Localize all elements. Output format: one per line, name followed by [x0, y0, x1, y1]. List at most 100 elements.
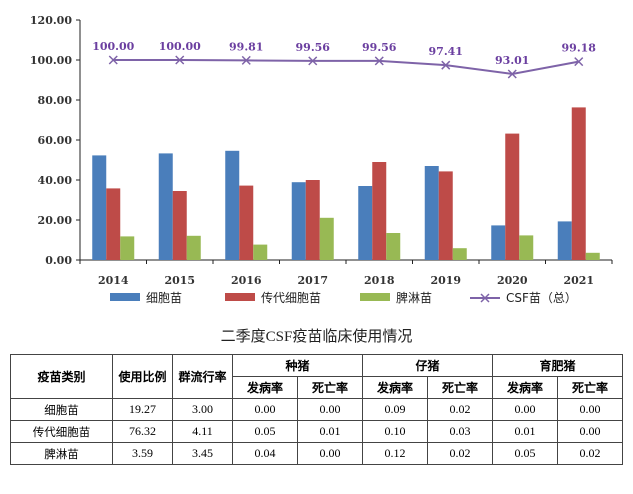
x-tick-label: 2015	[164, 274, 195, 287]
cell: 0.05	[232, 420, 298, 443]
cell: 19.27	[112, 398, 173, 421]
table-title: 二季度CSF疫苗临床使用情况	[220, 329, 413, 345]
bar-3	[519, 235, 534, 260]
x-tick-label: 2019	[430, 274, 461, 287]
bar-1	[158, 153, 173, 260]
cell: 0.00	[557, 420, 624, 443]
cell: 0.12	[362, 442, 429, 465]
line-point-marker	[108, 55, 118, 65]
legend-swatch	[110, 293, 140, 301]
cell: 0.02	[427, 398, 494, 421]
cell: 0.02	[427, 442, 494, 465]
bar-1	[225, 150, 240, 260]
bar-2	[305, 180, 320, 260]
data-label: 97.41	[429, 45, 463, 58]
data-label: 99.81	[229, 40, 263, 53]
table-row: 细胞苗 19.27 3.00 0.00 0.00 0.09 0.02 0.00 …	[10, 398, 624, 421]
legend-label: 传代细胞苗	[261, 290, 321, 305]
cell: 0.00	[232, 398, 298, 421]
line-point-marker	[374, 56, 384, 66]
y-tick-label: 120.00	[30, 14, 72, 27]
cell: 0.00	[557, 398, 624, 421]
cell: 0.01	[296, 420, 364, 443]
cell: 0.01	[492, 420, 559, 443]
cell: 0.05	[492, 442, 559, 465]
cell: 0.04	[232, 442, 298, 465]
bar-3	[319, 217, 334, 260]
header-morbidity: 发病率	[232, 376, 298, 399]
legend-label: 脾淋苗	[396, 290, 432, 305]
data-label: 93.01	[495, 54, 529, 67]
y-tick-label: 60.00	[38, 134, 73, 147]
legend-marker	[480, 293, 490, 303]
legend-swatch	[225, 293, 255, 301]
csf-total-line	[113, 59, 579, 75]
data-table: 疫苗类别 使用比例 群流行率 种猪 仔猪 育肥猪 发病率 死亡率 发病率 死亡率…	[10, 354, 624, 465]
bar-1	[92, 155, 107, 260]
bar-3	[386, 233, 401, 260]
x-tick-label: 2016	[231, 274, 262, 287]
header-mortality: 死亡率	[296, 376, 364, 399]
data-label: 99.56	[296, 41, 331, 54]
header-morbidity: 发病率	[492, 376, 559, 399]
header-vaccine-type: 疫苗类别	[10, 354, 113, 399]
y-tick-label: 80.00	[38, 94, 73, 107]
line-point-marker	[441, 60, 451, 70]
bar-1	[358, 186, 373, 260]
cell: 3.59	[112, 442, 173, 465]
cell: 0.03	[427, 420, 494, 443]
header-mortality: 死亡率	[557, 376, 624, 399]
bar-2	[571, 107, 586, 261]
y-tick-label: 20.00	[38, 214, 73, 227]
header-group-piglets: 仔猪	[362, 354, 494, 377]
bar-1	[424, 166, 439, 260]
header-group-finishers: 育肥猪	[492, 354, 624, 377]
chart: 0.00 20.00 40.00 60.00 80.00 100.00 120.00 2014…	[30, 14, 613, 305]
cell: 0.09	[362, 398, 429, 421]
bar-1	[557, 221, 572, 260]
cell: 3.45	[172, 442, 233, 465]
bar-2	[239, 185, 254, 260]
bar-3	[585, 252, 600, 260]
data-label: 100.00	[159, 40, 201, 53]
row-name: 传代细胞苗	[10, 420, 113, 443]
cell: 4.11	[172, 420, 233, 443]
line-point-marker	[574, 57, 584, 67]
data-label: 100.00	[92, 40, 134, 53]
header-usage-ratio: 使用比例	[112, 354, 173, 399]
y-tick-label: 0.00	[45, 254, 72, 267]
bar-2	[438, 171, 453, 260]
table-row: 脾淋苗 3.59 3.45 0.04 0.00 0.12 0.02 0.05 0…	[10, 442, 624, 465]
bar-3	[186, 235, 201, 260]
legend-swatch	[360, 293, 390, 301]
y-tick-label: 40.00	[38, 174, 73, 187]
cell: 0.10	[362, 420, 429, 443]
bar-2	[106, 188, 121, 260]
y-tick-label: 100.00	[30, 54, 72, 67]
header-group-sows: 种猪	[231, 354, 364, 377]
cell: 0.02	[557, 442, 624, 465]
line-point-marker	[507, 69, 517, 79]
row-name: 细胞苗	[10, 398, 113, 421]
bar-1	[291, 182, 306, 260]
bar-2	[172, 191, 187, 260]
data-label: 99.18	[562, 42, 597, 55]
table-header-row: 疫苗类别 使用比例 群流行率 种猪 仔猪 育肥猪	[10, 354, 624, 399]
header-morbidity: 发病率	[362, 376, 429, 399]
line-point-marker	[241, 55, 251, 65]
header-mortality: 死亡率	[427, 376, 494, 399]
cell: 3.00	[172, 398, 233, 421]
bar-3	[253, 244, 268, 260]
cell: 0.00	[296, 442, 364, 465]
x-tick-label: 2017	[297, 274, 328, 287]
row-name: 脾淋苗	[10, 442, 113, 465]
x-tick-label: 2018	[364, 274, 395, 287]
bar-2	[505, 133, 520, 260]
legend-label: 细胞苗	[146, 291, 182, 305]
bar-3	[120, 236, 135, 260]
cell: 0.00	[492, 398, 559, 421]
legend-label: CSF苗（总）	[506, 291, 577, 305]
table-row: 传代细胞苗 76.32 4.11 0.05 0.01 0.10 0.03 0.0…	[10, 420, 624, 443]
x-tick-label: 2020	[497, 274, 528, 287]
line-point-marker	[175, 55, 185, 65]
